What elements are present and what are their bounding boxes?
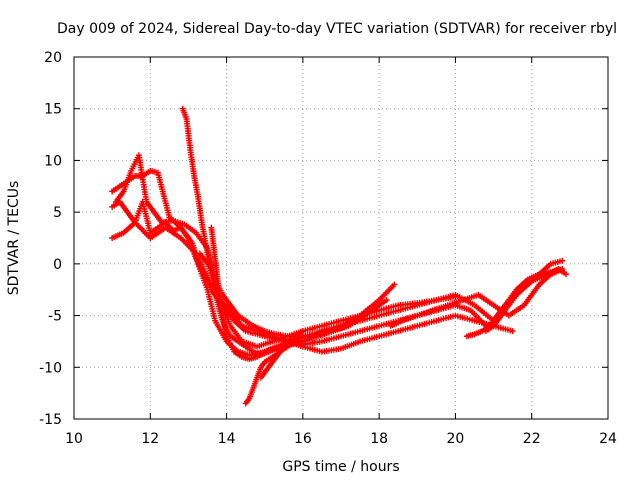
- plot-frame: [73, 56, 609, 420]
- x-tick-label: 18: [370, 431, 388, 447]
- x-tick-label: 22: [523, 431, 541, 447]
- data-point-marker: [383, 297, 390, 304]
- y-tick-label: -15: [39, 412, 62, 428]
- data-point-marker: [563, 271, 570, 278]
- data-point-marker: [391, 281, 398, 288]
- data-series: [109, 105, 570, 407]
- x-axis-label: GPS time / hours: [282, 459, 399, 475]
- x-tick-label: 16: [294, 431, 312, 447]
- x-tick-label: 14: [218, 431, 236, 447]
- data-point-marker: [299, 328, 306, 335]
- data-point-marker: [559, 266, 566, 273]
- y-tick-label: -10: [39, 360, 62, 376]
- series-arc13: [490, 266, 566, 324]
- y-tick-label: 15: [44, 102, 62, 118]
- gridlines: [74, 57, 608, 419]
- chart-title: Day 009 of 2024, Sidereal Day-to-day VTE…: [57, 21, 617, 37]
- y-tick-label: 5: [53, 205, 62, 221]
- y-axis-label: SDTVAR / TECUs: [6, 181, 22, 296]
- data-point-marker: [559, 257, 566, 264]
- data-point-marker: [509, 328, 516, 335]
- data-point-marker: [376, 302, 383, 309]
- x-tick-label: 20: [447, 431, 465, 447]
- y-tick-label: -5: [48, 309, 62, 325]
- x-tick-label: 24: [599, 431, 617, 447]
- axis-ticks: 10 12 14 16 18 20 22 24 20 15 10 5 0 -5 -10 -15: [39, 50, 617, 447]
- y-tick-label: 20: [44, 50, 62, 66]
- x-tick-label: 12: [141, 431, 159, 447]
- data-point-marker: [452, 293, 459, 300]
- x-tick-label: 10: [65, 431, 83, 447]
- y-tick-label: 0: [53, 257, 62, 273]
- series-arc9: [196, 250, 398, 340]
- y-tick-label: 10: [44, 153, 62, 169]
